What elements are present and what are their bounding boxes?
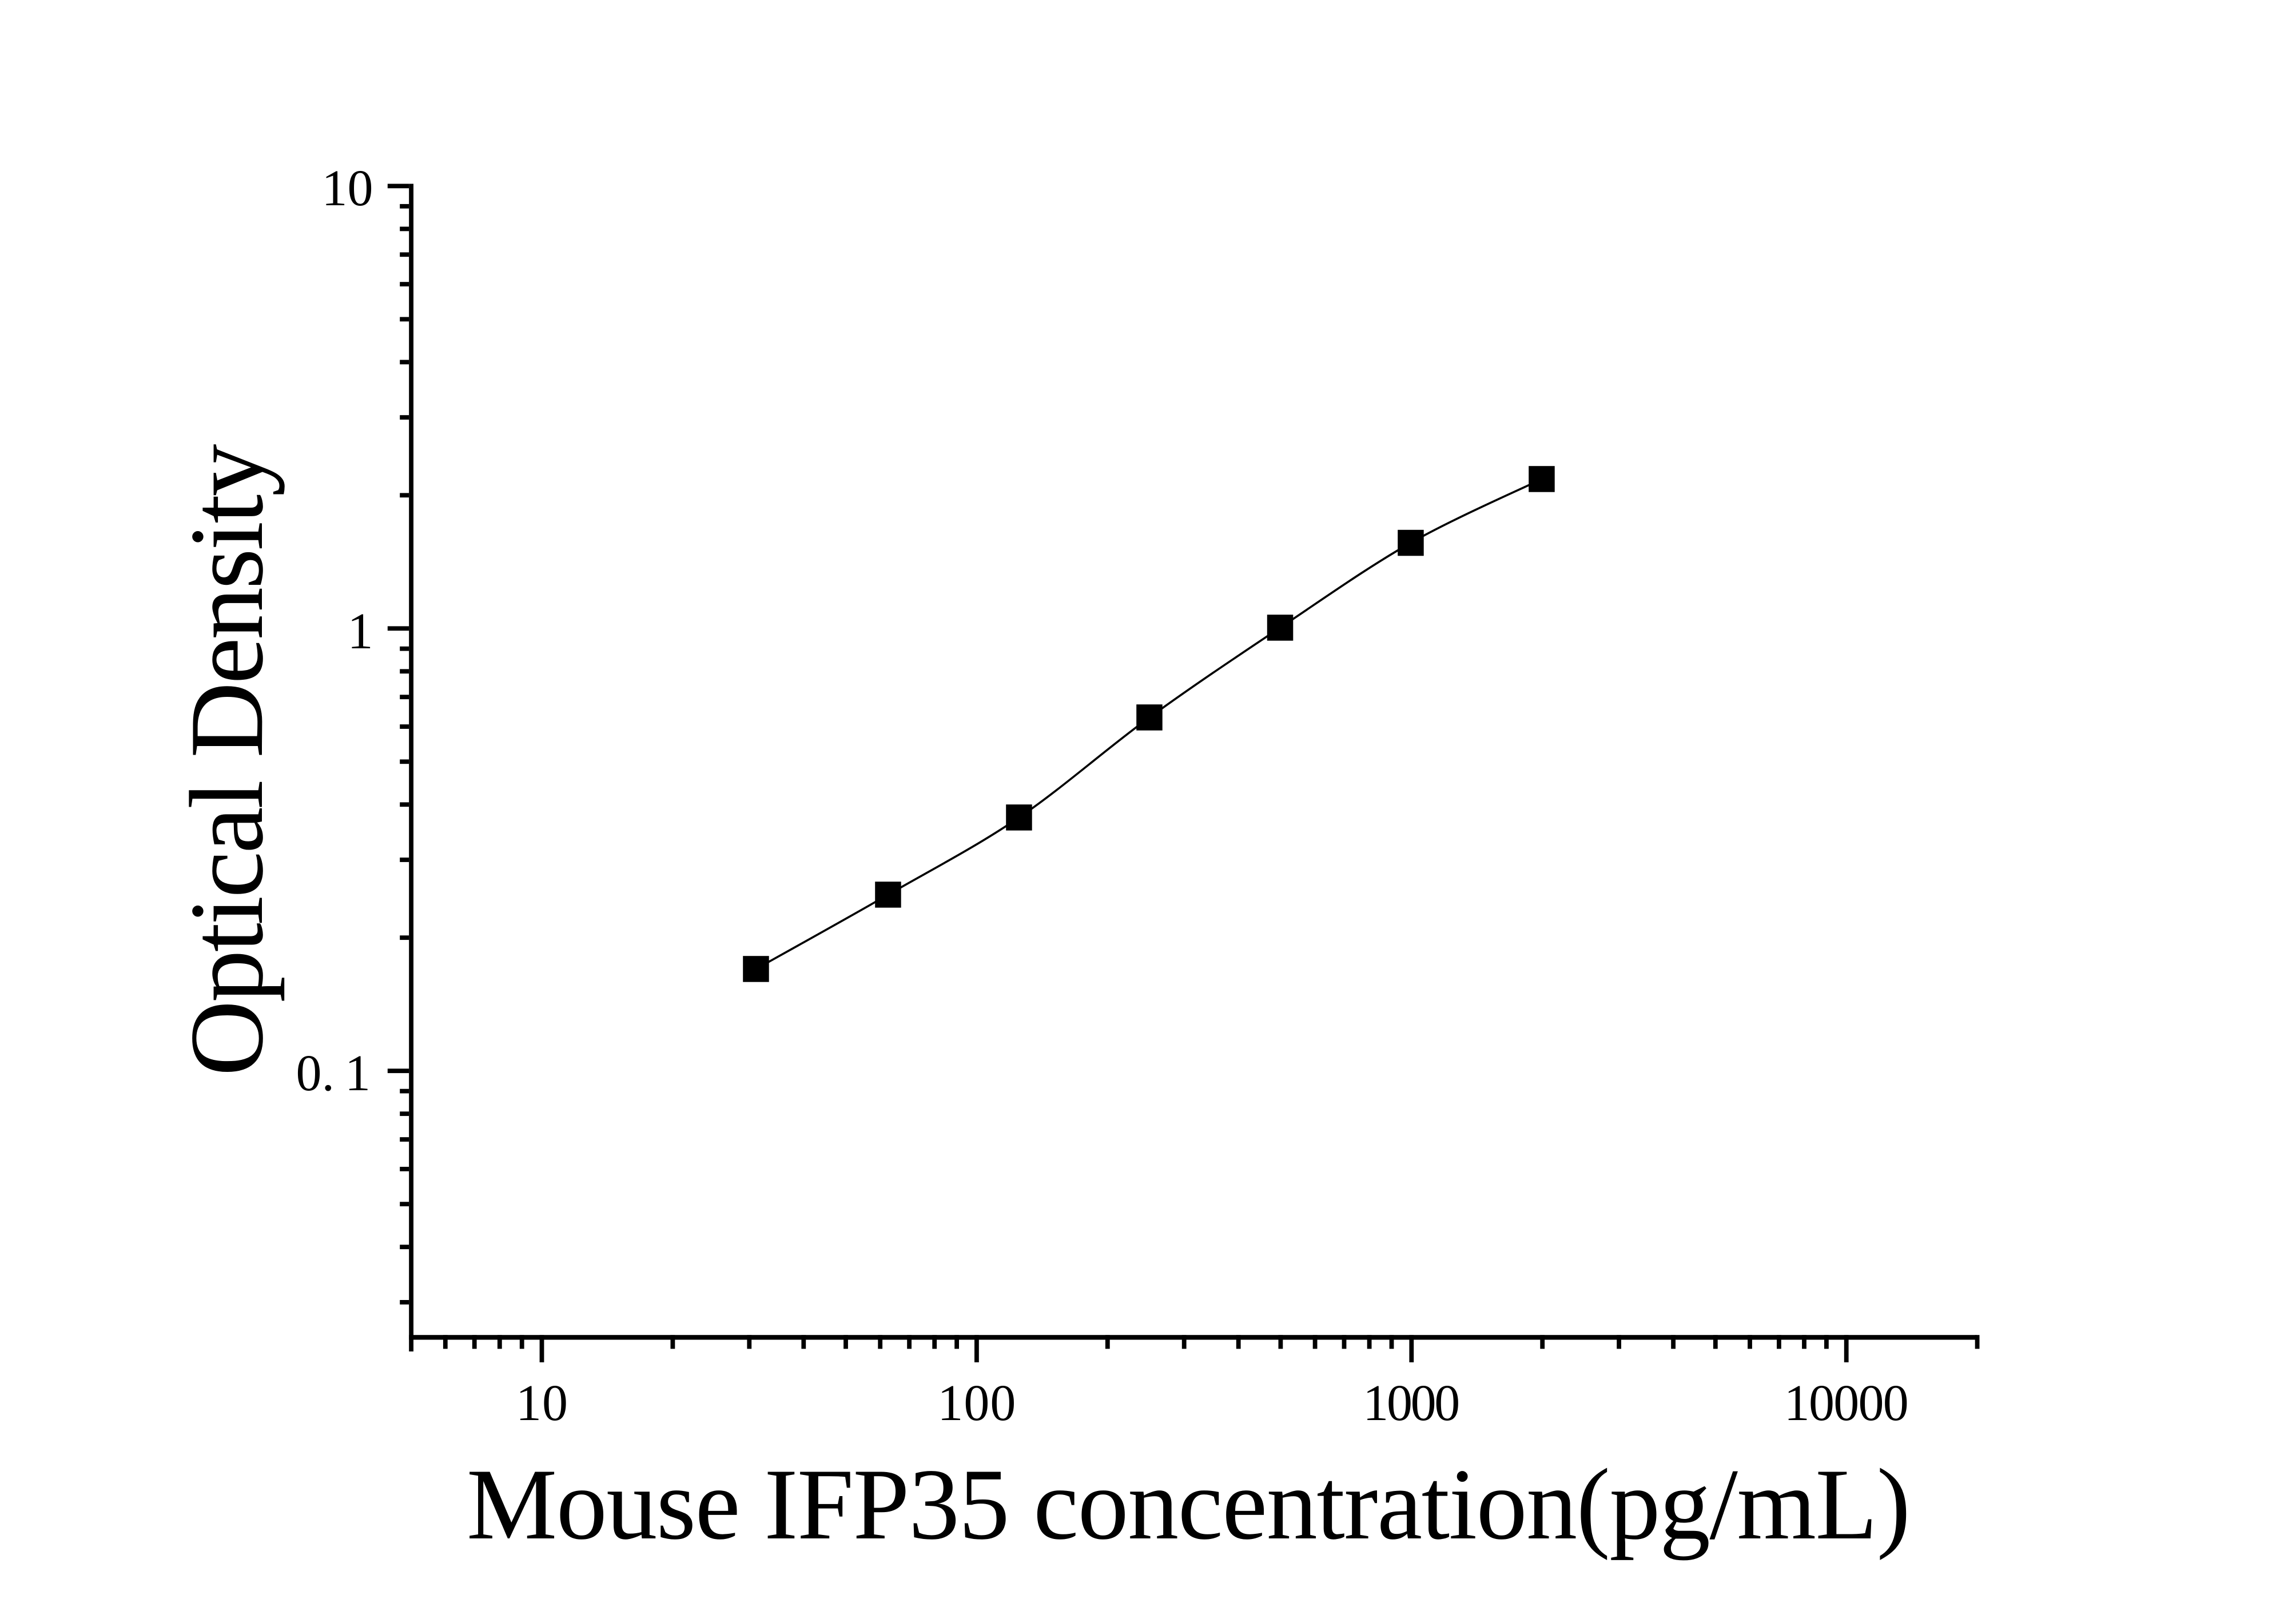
svg-text:0. 1: 0. 1 — [296, 1045, 371, 1102]
svg-text:10000: 10000 — [1784, 1375, 1909, 1431]
svg-text:1000: 1000 — [1363, 1375, 1460, 1431]
svg-text:10: 10 — [516, 1375, 568, 1431]
svg-text:Mouse IFP35 concentration(pg/m: Mouse IFP35 concentration(pg/mL) — [467, 1448, 1911, 1561]
svg-text:100: 100 — [937, 1375, 1016, 1431]
svg-text:Optical Density: Optical Density — [168, 444, 285, 1076]
svg-text:1: 1 — [348, 603, 373, 660]
svg-text:10: 10 — [322, 160, 373, 217]
